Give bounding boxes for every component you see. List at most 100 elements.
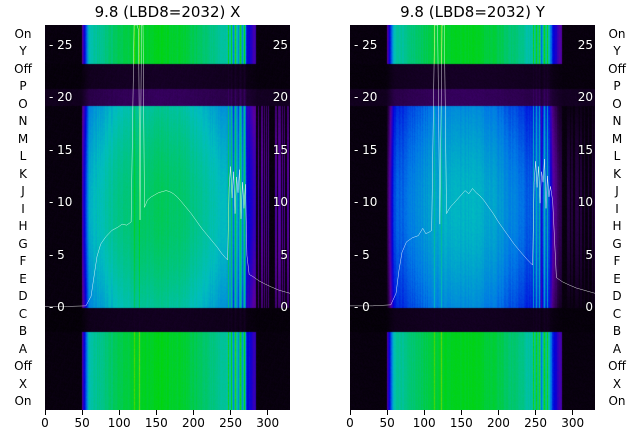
white-trace-x (45, 25, 290, 308)
x-tick-mark (386, 410, 388, 415)
category-tick: D (612, 289, 622, 304)
x-tick-label: 0 (41, 416, 49, 430)
category-axis-left: On Y Off P O N M L K J I H G F E D C B A Off X On (4, 25, 42, 410)
inner-y-tick: 5 (585, 247, 593, 262)
inner-y-tick: - 0 (354, 299, 370, 314)
category-tick: Off (14, 61, 32, 76)
inner-y-tick: - 15 (49, 142, 73, 157)
category-tick: G (612, 236, 622, 251)
inner-y-tick: 0 (585, 299, 593, 314)
x-tick-mark (267, 410, 269, 415)
heatmap-canvas (350, 25, 595, 410)
category-tick: J (615, 184, 619, 199)
x-axis-tick: 200 (478, 410, 518, 430)
x-tick-label: 50 (74, 416, 90, 430)
inner-y-tick: - 5 (354, 247, 370, 262)
heatmap-panel-y[interactable]: - 25 25 - 20 20 - 15 15 - 10 10 - 5 5 - 0 0 (350, 25, 595, 410)
x-tick-mark (118, 410, 120, 415)
x-axis-right: 0 50 100 150 200 250 300 (346, 410, 595, 440)
category-tick: F (19, 254, 27, 269)
category-tick: X (18, 376, 28, 391)
category-axis-right: On Y Off P O N M L K J I H G F E D C B A Off X On (598, 25, 636, 410)
category-tick: P (613, 79, 621, 94)
inner-y-tick: - 20 (354, 90, 378, 105)
inner-y-tick: 10 (272, 195, 288, 210)
x-axis-tick: 0 (330, 410, 370, 430)
white-trace-y (350, 25, 595, 308)
x-axis-tick: 200 (173, 410, 213, 430)
category-tick: K (19, 166, 27, 181)
x-tick-mark (349, 410, 351, 415)
category-tick: A (18, 341, 28, 356)
category-tick: G (18, 236, 28, 251)
category-tick: On (14, 26, 32, 41)
x-axis-tick: 150 (441, 410, 481, 430)
inner-y-tick: 0 (280, 299, 288, 314)
x-axis-tick: 100 (404, 410, 444, 430)
x-axis-tick: 50 (367, 410, 407, 430)
x-tick-mark (572, 410, 574, 415)
inner-y-tick: - 15 (354, 142, 378, 157)
inner-y-tick: 5 (280, 247, 288, 262)
category-tick: K (613, 166, 621, 181)
inner-y-tick: 25 (272, 37, 288, 52)
category-tick: Off (608, 61, 626, 76)
x-axis-tick: 0 (25, 410, 65, 430)
x-axis-tick: 250 (211, 410, 251, 430)
x-tick-mark (460, 410, 462, 415)
x-tick-label: 0 (346, 416, 354, 430)
category-tick: On (14, 394, 32, 409)
category-tick: B (612, 324, 622, 339)
inner-y-tick: 20 (577, 90, 593, 105)
inner-y-tick: - 10 (49, 195, 73, 210)
category-tick: Off (608, 359, 626, 374)
x-tick-label: 300 (561, 416, 585, 430)
inner-y-tick: - 25 (49, 37, 73, 52)
inner-y-tick: - 10 (354, 195, 378, 210)
inner-y-tick: - 25 (354, 37, 378, 52)
category-tick: X (612, 376, 622, 391)
category-tick: E (613, 271, 621, 286)
category-tick: H (18, 219, 28, 234)
x-tick-label: 250 (219, 416, 243, 430)
heatmap-image-x (45, 25, 290, 410)
heatmap-canvas (45, 25, 290, 410)
category-tick: L (613, 149, 621, 164)
inner-y-tick: - 20 (49, 90, 73, 105)
category-tick: E (19, 271, 27, 286)
x-tick-mark (423, 410, 425, 415)
category-tick: Off (14, 359, 32, 374)
inner-y-tick: - 0 (49, 299, 65, 314)
heatmap-image-y (350, 25, 595, 410)
category-tick: O (18, 96, 28, 111)
x-tick-label: 300 (256, 416, 280, 430)
x-axis-tick: 50 (62, 410, 102, 430)
category-tick: D (18, 289, 28, 304)
category-tick: M (611, 131, 623, 146)
category-tick: F (613, 254, 621, 269)
category-tick: C (612, 306, 622, 321)
inner-y-tick: 25 (577, 37, 593, 52)
category-tick: H (612, 219, 622, 234)
category-tick: N (612, 114, 622, 129)
category-tick: Y (613, 44, 621, 59)
inner-y-tick: 15 (577, 142, 593, 157)
x-tick-mark (81, 410, 83, 415)
category-tick: B (18, 324, 28, 339)
x-tick-label: 250 (524, 416, 548, 430)
x-tick-label: 150 (144, 416, 168, 430)
panel-title-x: 9.8 (LBD8=2032) X (94, 3, 241, 21)
x-tick-label: 100 (107, 416, 131, 430)
x-axis-tick: 300 (248, 410, 288, 430)
x-tick-mark (192, 410, 194, 415)
category-tick: C (18, 306, 28, 321)
inner-y-tick: 15 (272, 142, 288, 157)
x-tick-mark (44, 410, 46, 415)
heatmap-panel-x[interactable]: - 25 25 - 20 20 - 15 15 - 10 10 - 5 5 - 0 0 (45, 25, 290, 410)
category-tick: L (19, 149, 27, 164)
x-tick-mark (155, 410, 157, 415)
category-tick: A (612, 341, 622, 356)
category-tick: J (21, 184, 25, 199)
inner-y-tick: 10 (577, 195, 593, 210)
